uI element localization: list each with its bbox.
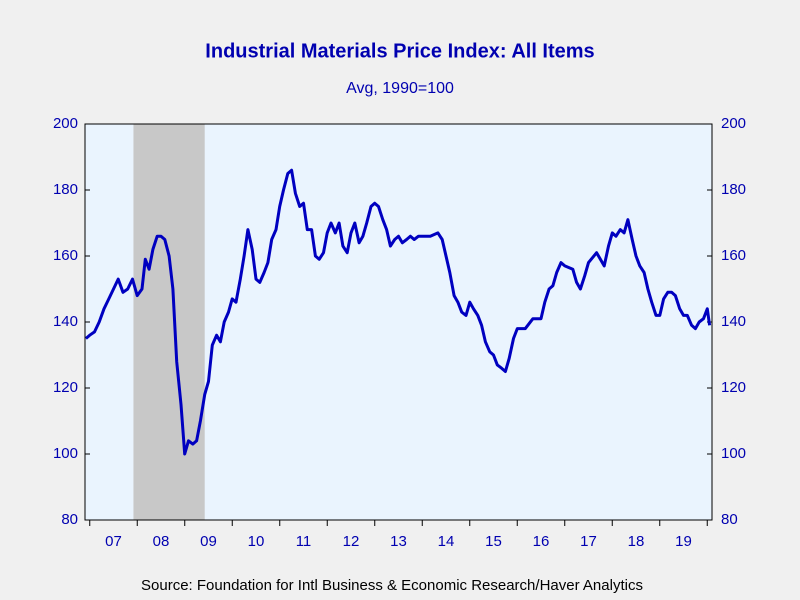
y-tick-label: 140 [53,313,78,330]
x-tick-label: 15 [485,533,502,550]
recession-shading [133,124,205,520]
x-tick-label: 14 [438,533,455,550]
y-tick-label: 100 [53,445,78,462]
y-tick-label: 120 [53,379,78,396]
y2-tick-label: 100 [721,445,746,462]
x-tick-label: 18 [628,533,645,550]
plot-frame [84,123,713,521]
y2-tick-label: 180 [721,181,746,198]
x-tick-label: 07 [105,533,122,550]
y2-tick-label: 140 [721,313,746,330]
chart-subtitle: Avg, 1990=100 [346,80,454,97]
x-tick-label: 08 [153,533,170,550]
x-tick-label: 19 [675,533,692,550]
y2-tick-label: 200 [721,115,746,132]
x-tick-label: 12 [343,533,360,550]
data-line [84,168,712,456]
source-note: Source: Foundation for Intl Business & E… [141,577,643,594]
x-tick-label: 11 [296,533,312,550]
y-tick-label: 200 [53,115,78,132]
x-tick-label: 13 [390,533,407,550]
y-tick-label: 80 [61,511,78,528]
y2-tick-label: 120 [721,379,746,396]
y-tick-label: 160 [53,247,78,264]
y2-tick-label: 160 [721,247,746,264]
x-tick-label: 10 [248,533,265,550]
y-tick-label: 180 [53,181,78,198]
y2-tick-label: 80 [721,511,738,528]
x-tick-label: 09 [200,533,217,550]
x-tick-label: 16 [533,533,550,550]
chart-title: Industrial Materials Price Index: All It… [205,40,594,62]
x-tick-label: 17 [580,533,597,550]
